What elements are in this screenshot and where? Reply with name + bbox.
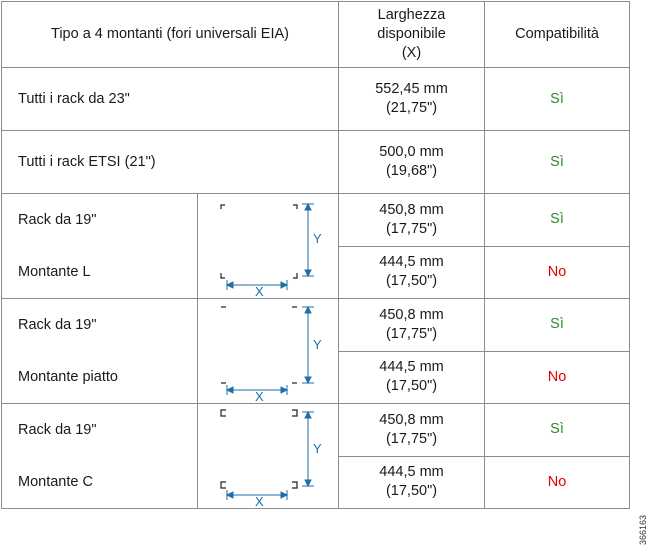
post-type-label: Montante L <box>18 263 91 280</box>
rack-size-label: Rack da 19" <box>18 211 97 228</box>
rack-type-label: Rack da 19" Montante piatto <box>1 298 198 404</box>
compatibility-value: No <box>484 455 631 509</box>
available-width: 444,5 mm (17,50") <box>338 245 486 299</box>
header-rack-type: Tipo a 4 montanti (fori universali EIA) <box>0 1 340 68</box>
width-mm: 500,0 mm <box>379 144 444 160</box>
width-mm: 450,8 mm <box>379 306 444 323</box>
rack-compatibility-table: Tipo a 4 montanti (fori universali EIA) … <box>0 1 631 509</box>
width-in: (17,50") <box>385 378 438 395</box>
l-post-rack-diagram: X Y <box>220 202 322 298</box>
table-row: Tutti i rack da 23" 552,45 mm (21,75") S… <box>0 67 631 131</box>
compatibility-value: No <box>484 245 631 299</box>
header-width-line3: (X) <box>401 45 422 61</box>
available-width: 444,5 mm (17,50") <box>338 350 486 404</box>
width-in: (17,75") <box>385 325 438 342</box>
post-type-label: Montante piatto <box>18 368 118 385</box>
compatibility-value: Sì <box>484 298 631 352</box>
width-mm: 444,5 mm <box>379 254 444 271</box>
compatibility-value: Sì <box>484 130 631 194</box>
width-in: (19,68") <box>385 163 438 179</box>
compatibility-value: No <box>484 350 631 404</box>
available-width: 444,5 mm (17,50") <box>338 455 486 509</box>
width-mm: 444,5 mm <box>379 359 444 376</box>
post-type-label: Montante C <box>18 473 93 490</box>
width-mm: 444,5 mm <box>379 464 444 481</box>
compatibility-value: Sì <box>484 403 631 457</box>
width-in: (21,75") <box>385 100 438 116</box>
x-dimension-label: X <box>255 284 264 298</box>
compatibility-value: Sì <box>484 67 631 131</box>
width-in: (17,75") <box>385 220 438 237</box>
header-width-line1: Larghezza <box>377 7 446 23</box>
l-post-diagram: X Y <box>196 193 340 299</box>
table-row: 444,5 mm (17,50") No <box>2 455 631 509</box>
rack-type-label: Rack da 19" Montante C <box>1 403 198 509</box>
compatibility-value: Sì <box>484 193 631 247</box>
width-in: (17,75") <box>385 430 438 447</box>
y-dimension-label: Y <box>313 441 322 456</box>
width-mm: 450,8 mm <box>379 201 444 218</box>
available-width: 552,45 mm (21,75") <box>338 67 486 131</box>
flat-post-rack-diagram: X Y <box>221 305 322 403</box>
rack-type-label: Rack da 19" Montante L <box>1 193 198 299</box>
available-width: 500,0 mm (19,68") <box>338 130 486 194</box>
rack-size-label: Rack da 19" <box>18 316 97 333</box>
header-width-line2: disponibile <box>377 26 446 42</box>
rack-type-label: Tutti i rack da 23" <box>0 67 340 131</box>
header-row: Tipo a 4 montanti (fori universali EIA) … <box>0 1 631 68</box>
y-dimension-label: Y <box>313 231 322 246</box>
table-row: Tutti i rack ETSI (21") 500,0 mm (19,68"… <box>0 130 631 194</box>
x-dimension-label: X <box>255 389 264 403</box>
rack-type-label: Tutti i rack ETSI (21") <box>0 130 340 194</box>
table-row: Rack da 19" Montante L <box>1 193 631 299</box>
available-width: 450,8 mm (17,75") <box>338 298 486 352</box>
flat-post-diagram: X Y <box>196 298 340 404</box>
table-row: 444,5 mm (17,50") No <box>2 245 631 299</box>
y-dimension-label: Y <box>313 337 322 352</box>
width-mm: 450,8 mm <box>379 411 444 428</box>
rack-size-label: Rack da 19" <box>18 421 97 438</box>
width-in: (17,50") <box>385 483 438 500</box>
header-compatibility: Compatibilità <box>484 1 631 68</box>
available-width: 450,8 mm (17,75") <box>338 403 486 457</box>
x-dimension-label: X <box>255 494 264 508</box>
table-row: Rack da 19" Montante C <box>1 403 631 509</box>
width-mm: 552,45 mm <box>375 81 448 97</box>
figure-id: 366163 <box>638 515 648 545</box>
c-post-diagram: X Y <box>196 403 340 509</box>
available-width: 450,8 mm (17,75") <box>338 193 486 247</box>
width-in: (17,50") <box>385 273 438 290</box>
table-row: Rack da 19" Montante piatto <box>1 298 631 404</box>
c-post-rack-diagram: X Y <box>220 409 322 508</box>
header-available-width: Larghezza disponibile (X) <box>338 1 486 68</box>
